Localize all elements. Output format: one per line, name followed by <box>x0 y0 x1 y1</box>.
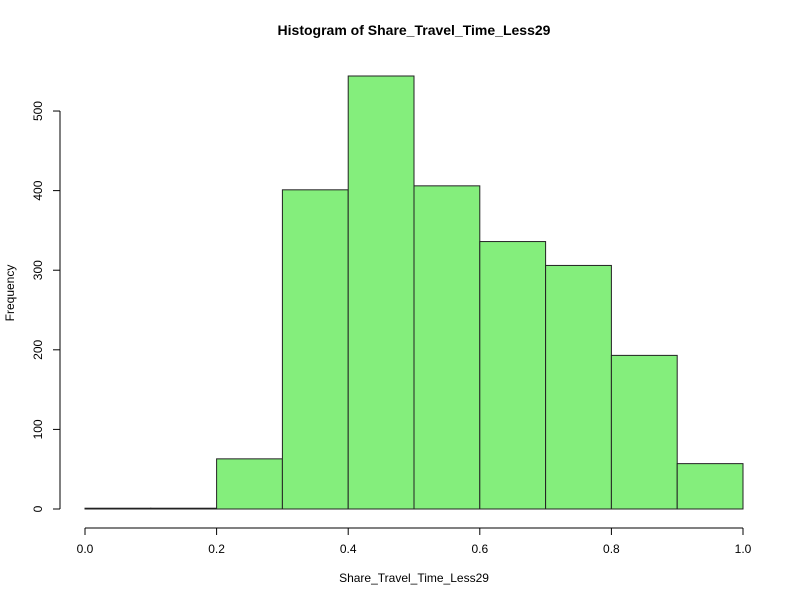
y-tick-label: 200 <box>31 339 45 359</box>
histogram-bar <box>347 75 415 510</box>
chart-title: Histogram of Share_Travel_Time_Less29 <box>278 22 551 38</box>
histogram-bar <box>150 507 218 510</box>
x-tick-label: 0.8 <box>603 542 620 556</box>
histogram-bar <box>610 354 678 510</box>
histogram-bar <box>84 507 152 510</box>
y-tick-label: 0 <box>31 505 45 512</box>
histogram-bar <box>545 264 612 510</box>
x-tick-label: 0.0 <box>77 542 94 556</box>
histogram-bar <box>216 458 283 510</box>
x-tick-label: 0.6 <box>471 542 488 556</box>
x-tick-label: 0.2 <box>208 542 225 556</box>
y-axis-label: Frequency <box>3 265 17 322</box>
y-tick-label: 300 <box>31 260 45 280</box>
histogram-bar <box>281 189 349 510</box>
histogram-bar <box>413 185 481 510</box>
y-tick-label: 100 <box>31 419 45 439</box>
y-tick-label: 400 <box>31 180 45 200</box>
y-axis: 0 100 200 300 400 500 <box>31 101 61 512</box>
x-tick-label: 1.0 <box>735 542 752 556</box>
histogram-bar <box>676 463 744 510</box>
y-tick-label: 500 <box>31 101 45 121</box>
x-axis: 0.0 0.2 0.4 0.6 0.8 1.0 <box>77 527 752 556</box>
x-tick-label: 0.4 <box>340 542 357 556</box>
x-axis-label: Share_Travel_Time_Less29 <box>339 571 489 585</box>
histogram-bar <box>479 241 547 510</box>
bars-group <box>84 75 744 510</box>
